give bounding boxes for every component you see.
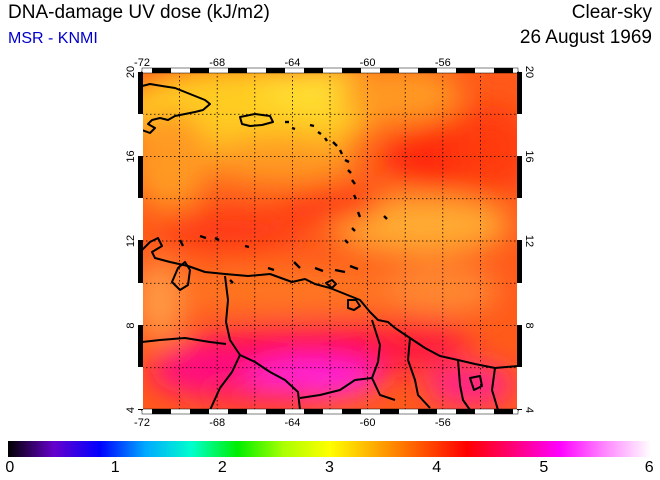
latitude-labels-right: 20 16 12 8 4: [523, 66, 535, 413]
lon-tick-label: -60: [360, 417, 376, 429]
longitude-labels-top: -72 -68 -64 -60 -56: [134, 57, 451, 69]
uv-dose-map: -72 -68 -64 -60 -56 -72 -68 -64 -60 -56 20 16 12 8 4…: [125, 57, 535, 429]
lon-tick-label: -60: [360, 57, 376, 69]
lat-tick-label: 12: [523, 235, 535, 247]
lon-tick-label: -64: [284, 417, 300, 429]
frame-tick-bars: [138, 67, 522, 415]
longitude-labels-bottom: -72 -68 -64 -60 -56: [134, 417, 451, 429]
colorbar-tick-label: 5: [539, 459, 549, 476]
lon-tick-label: -72: [134, 57, 150, 69]
lat-tick-label: 12: [125, 235, 137, 247]
colorbar-tick-label: 3: [325, 459, 334, 476]
date-label: 26 August 1969: [519, 27, 652, 48]
sky-condition-label: Clear-sky: [571, 2, 652, 23]
lon-tick-label: -64: [284, 57, 300, 69]
map-title: DNA-damage UV dose (kJ/m2): [8, 2, 270, 23]
colorbar-tick-label: 4: [432, 459, 442, 476]
lon-tick-label: -68: [209, 57, 225, 69]
lon-tick-label: -56: [435, 417, 451, 429]
colorbar-tick-label: 1: [110, 459, 120, 476]
lat-tick-label: 16: [523, 150, 535, 162]
lat-tick-label: 8: [523, 322, 535, 328]
lat-tick-label: 8: [125, 322, 137, 328]
lon-tick-label: -72: [134, 417, 150, 429]
lat-tick-label: 4: [523, 407, 535, 413]
lat-tick-label: 20: [523, 66, 535, 78]
lat-tick-label: 4: [125, 407, 137, 413]
colorbar-tick-label: 2: [217, 459, 227, 476]
colorbar: [8, 441, 651, 457]
lat-tick-label: 20: [125, 66, 137, 78]
colorbar-tick-label: 0: [5, 459, 15, 476]
colorbar-tick-label: 6: [644, 459, 654, 476]
data-source-label: MSR - KNMI: [8, 30, 98, 47]
latitude-labels-left: 20 16 12 8 4: [125, 66, 137, 413]
lon-tick-label: -56: [435, 57, 451, 69]
coastlines: [142, 83, 518, 410]
lat-tick-label: 16: [125, 150, 137, 162]
lon-tick-label: -68: [209, 417, 225, 429]
uv-dose-field: [142, 72, 518, 410]
